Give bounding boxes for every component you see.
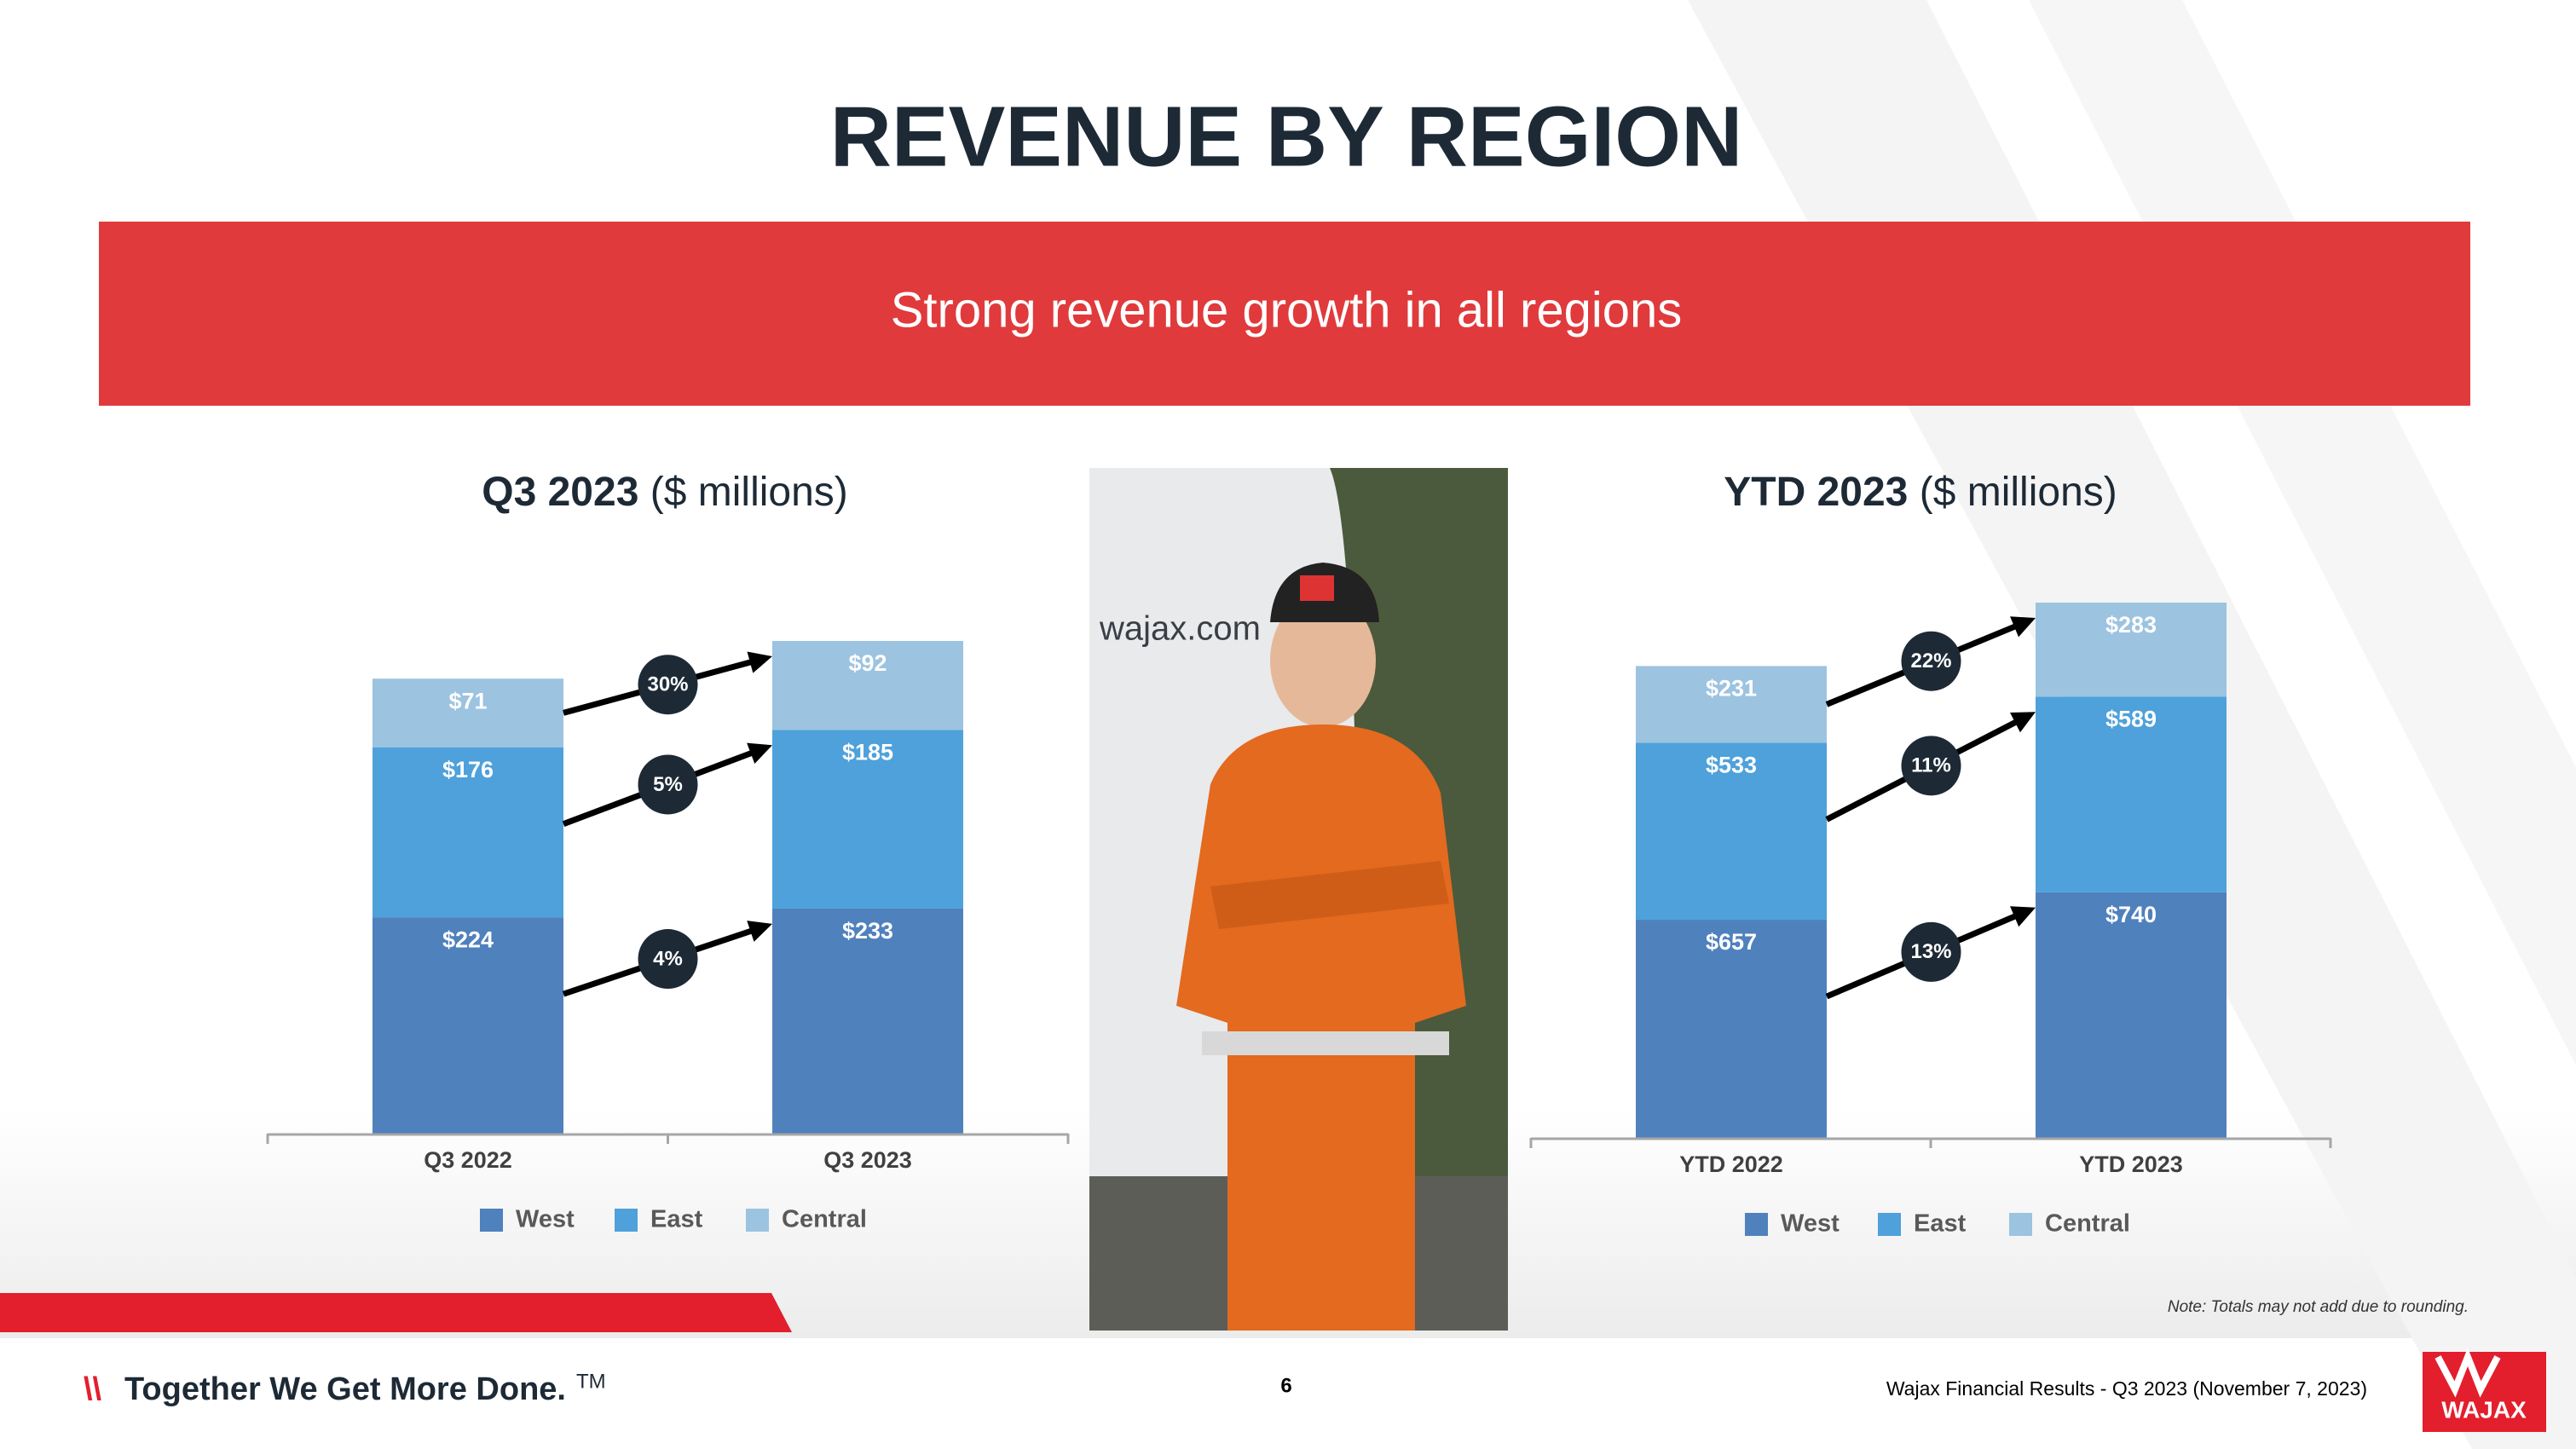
legend-label: Central bbox=[782, 1206, 867, 1233]
legend-label: East bbox=[650, 1206, 703, 1233]
chart-title: Q3 2023 ($ millions) bbox=[482, 470, 848, 515]
growth-badge bbox=[638, 655, 698, 715]
bar-segment bbox=[1636, 920, 1827, 1138]
value-label: $92 bbox=[848, 650, 887, 676]
x-tick-label: YTD 2022 bbox=[1679, 1152, 1783, 1177]
value-label: $740 bbox=[2105, 902, 2157, 927]
legend-label: West bbox=[1781, 1210, 1840, 1238]
growth-badge bbox=[638, 929, 698, 990]
legend-swatch bbox=[1878, 1213, 1901, 1236]
chart-title-bold: YTD 2023 bbox=[1724, 470, 1908, 515]
value-label: $233 bbox=[842, 918, 893, 944]
footer-mark: \\ bbox=[84, 1371, 102, 1407]
photo: wajax.com bbox=[1089, 468, 1508, 1331]
page-number: 6 bbox=[1280, 1374, 1291, 1397]
growth-label: 22% bbox=[1910, 649, 1951, 673]
growth-badge bbox=[1901, 921, 1961, 982]
growth-arrowhead bbox=[2010, 712, 2036, 733]
bar-segment bbox=[772, 730, 963, 909]
value-label: $224 bbox=[442, 927, 494, 952]
bar-segment bbox=[2036, 892, 2227, 1138]
legend-label: West bbox=[516, 1206, 575, 1233]
photo-decor: wajax.com bbox=[1099, 610, 1261, 648]
legend-swatch bbox=[746, 1209, 769, 1232]
growth-label: 5% bbox=[653, 773, 683, 796]
legend-swatch bbox=[2009, 1213, 2032, 1236]
x-tick-label: Q3 2022 bbox=[424, 1147, 512, 1173]
bar-segment bbox=[2036, 696, 2227, 892]
legend-label: East bbox=[1914, 1210, 1967, 1238]
legend-swatch bbox=[1745, 1213, 1768, 1236]
growth-label: 30% bbox=[647, 673, 688, 696]
growth-badge bbox=[1901, 631, 1961, 691]
footer-tagline: Together We Get More Done. bbox=[124, 1371, 566, 1407]
legend-swatch bbox=[615, 1209, 638, 1232]
bar-segment bbox=[373, 747, 563, 918]
slide-title: REVENUE BY REGION bbox=[830, 89, 1743, 184]
footer-trademark: TM bbox=[576, 1370, 606, 1393]
growth-arrowhead bbox=[2010, 616, 2036, 638]
bar-segment bbox=[772, 908, 963, 1134]
chart-title-bold: Q3 2023 bbox=[482, 470, 638, 515]
bar-segment bbox=[772, 641, 963, 730]
value-label: $589 bbox=[2105, 706, 2157, 731]
growth-label: 13% bbox=[1910, 940, 1951, 963]
value-label: $533 bbox=[1706, 753, 1757, 778]
growth-badge bbox=[1901, 736, 1961, 796]
value-label: $283 bbox=[2105, 612, 2157, 638]
chart-title: YTD 2023 ($ millions) bbox=[1724, 470, 2117, 515]
growth-label: 11% bbox=[1911, 754, 1951, 777]
footer-stripe bbox=[0, 1293, 792, 1332]
value-label: $657 bbox=[1706, 929, 1757, 955]
growth-label: 4% bbox=[653, 947, 683, 970]
bar-segment bbox=[1636, 742, 1827, 921]
footer-source: Wajax Financial Results - Q3 2023 (Novem… bbox=[1886, 1377, 2367, 1400]
banner-text: Strong revenue growth in all regions bbox=[891, 282, 1683, 338]
chart-title-unit: ($ millions) bbox=[1920, 470, 2117, 515]
value-label: $71 bbox=[448, 688, 487, 713]
bar-segment bbox=[1636, 666, 1827, 743]
growth-arrowhead bbox=[747, 742, 772, 765]
logo-text: WAJAX bbox=[2441, 1396, 2527, 1423]
bar-segment bbox=[373, 917, 563, 1134]
x-tick-label: Q3 2023 bbox=[823, 1147, 912, 1173]
bar-segment bbox=[373, 678, 563, 748]
logo: WAJAX bbox=[2423, 1348, 2546, 1432]
value-label: $231 bbox=[1706, 676, 1757, 701]
bar-segment bbox=[2036, 603, 2227, 697]
note: Note: Totals may not add due to rounding… bbox=[2168, 1298, 2469, 1316]
growth-arrowhead bbox=[747, 651, 772, 673]
chart-title-unit: ($ millions) bbox=[650, 470, 848, 515]
growth-arrowhead bbox=[2010, 906, 2036, 927]
value-label: $185 bbox=[842, 739, 893, 765]
growth-badge bbox=[638, 754, 698, 815]
growth-arrowhead bbox=[747, 921, 772, 942]
value-label: $176 bbox=[442, 757, 494, 782]
legend-swatch bbox=[480, 1209, 503, 1232]
legend-label: Central bbox=[2045, 1210, 2130, 1238]
x-tick-label: YTD 2023 bbox=[2079, 1152, 2183, 1177]
banner bbox=[99, 222, 2470, 406]
